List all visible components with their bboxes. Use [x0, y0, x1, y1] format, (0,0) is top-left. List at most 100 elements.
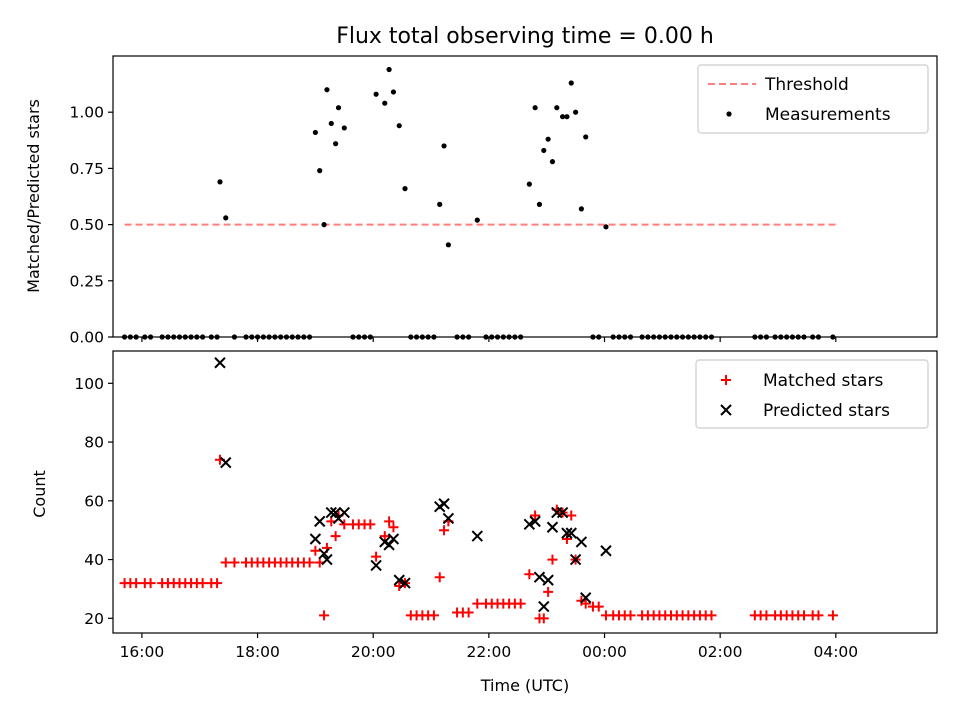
bottom-xtick-label: 16:00 [120, 643, 165, 661]
data-point [543, 586, 554, 597]
top-legend-box [697, 64, 929, 134]
data-point [441, 143, 447, 149]
data-point [523, 518, 536, 531]
bottom-legend: Matched stars Predicted stars [695, 359, 929, 429]
data-point [463, 607, 474, 618]
data-point [434, 572, 445, 583]
data-point [515, 598, 526, 609]
data-point [538, 613, 549, 624]
bottom-panel: Count Time (UTC) 20 40 60 80 100 16:00 18:00 2… [30, 350, 938, 695]
data-point [813, 610, 824, 621]
measurements-legend-swatch [726, 111, 732, 117]
data-point [330, 531, 341, 542]
data-point [445, 242, 451, 248]
data-point [318, 547, 330, 560]
data-point [625, 610, 636, 621]
matched-legend-label: Matched stars [763, 371, 883, 391]
bottom-xtick-label: 18:00 [235, 643, 280, 661]
data-point [706, 610, 717, 621]
data-point [145, 578, 156, 589]
data-point [197, 578, 208, 589]
bottom-xtick-label: 20:00 [351, 643, 396, 661]
bottom-panel-frame [112, 350, 938, 634]
data-point [386, 66, 392, 73]
data-point [583, 134, 589, 140]
data-point [799, 610, 810, 621]
data-point [827, 610, 838, 621]
data-point [561, 534, 572, 544]
data-point [310, 545, 321, 556]
data-point [309, 533, 322, 545]
data-point [526, 181, 532, 187]
data-point [538, 600, 550, 613]
threshold-legend-label: Threshold [764, 75, 849, 95]
data-point [575, 536, 588, 548]
data-point [541, 147, 547, 154]
data-point [536, 201, 543, 207]
predicted-stars-series [214, 357, 612, 613]
bottom-xtick-label: 22:00 [467, 643, 512, 661]
data-point [580, 592, 592, 604]
data-point [365, 519, 376, 530]
data-point [439, 525, 450, 536]
data-point [387, 533, 400, 545]
top-panel: Flux total observing time = 0.00 h Match… [24, 24, 938, 347]
bottom-panel-ylabel: Count [30, 470, 49, 518]
data-point [329, 506, 342, 519]
data-point [399, 577, 411, 589]
matched-legend-swatch [721, 375, 731, 385]
top-ytick-label: 0.50 [69, 216, 104, 234]
data-point [388, 522, 399, 533]
data-point [556, 506, 569, 519]
data-point [428, 610, 439, 621]
bottom-ytick-label: 80 [84, 434, 104, 452]
data-point [580, 598, 591, 609]
data-point [593, 601, 604, 612]
data-point [565, 527, 577, 539]
bottom-xtick-label: 04:00 [813, 643, 858, 661]
data-point [524, 569, 535, 580]
data-point [554, 105, 560, 111]
data-point [549, 159, 556, 165]
measurements-legend-label: Measurements [765, 105, 891, 125]
bottom-ytick-label: 60 [84, 492, 104, 510]
data-point [321, 222, 327, 228]
data-point [572, 109, 579, 115]
top-ytick-label: 0.25 [69, 272, 104, 290]
data-point [382, 100, 388, 106]
data-point [564, 114, 570, 120]
data-point [223, 215, 229, 221]
data-point [220, 557, 231, 568]
data-point [220, 456, 232, 469]
data-point [437, 201, 443, 207]
data-point [333, 141, 339, 147]
data-point [442, 512, 455, 525]
data-point [341, 125, 347, 131]
measurements-series [121, 66, 836, 340]
bottom-xtick-label: 02:00 [698, 643, 743, 661]
bottom-x-axis: 16:00 18:00 20:00 22:00 00:00 02:00 04:00 [120, 633, 858, 661]
data-point [335, 105, 342, 111]
predicted-legend-swatch [720, 404, 732, 416]
data-point [600, 545, 612, 557]
data-point [321, 553, 333, 566]
bottom-y-axis: 20 40 60 80 100 [74, 375, 113, 628]
top-ytick-label: 0.75 [69, 160, 104, 178]
data-point [383, 539, 395, 551]
data-point [317, 168, 323, 174]
data-point [370, 559, 382, 572]
top-panel-ylabel: Matched/Predicted stars [24, 99, 43, 293]
data-point [339, 519, 350, 530]
data-point [214, 357, 226, 369]
top-plot-area [121, 66, 836, 340]
data-point [371, 551, 382, 562]
bottom-plot-area [119, 357, 838, 624]
top-legend: Threshold Measurements [697, 64, 929, 134]
data-point [578, 206, 584, 212]
data-point [384, 516, 395, 527]
data-point [471, 530, 484, 542]
data-point [328, 120, 334, 127]
data-point [568, 80, 574, 86]
data-point [545, 136, 551, 142]
